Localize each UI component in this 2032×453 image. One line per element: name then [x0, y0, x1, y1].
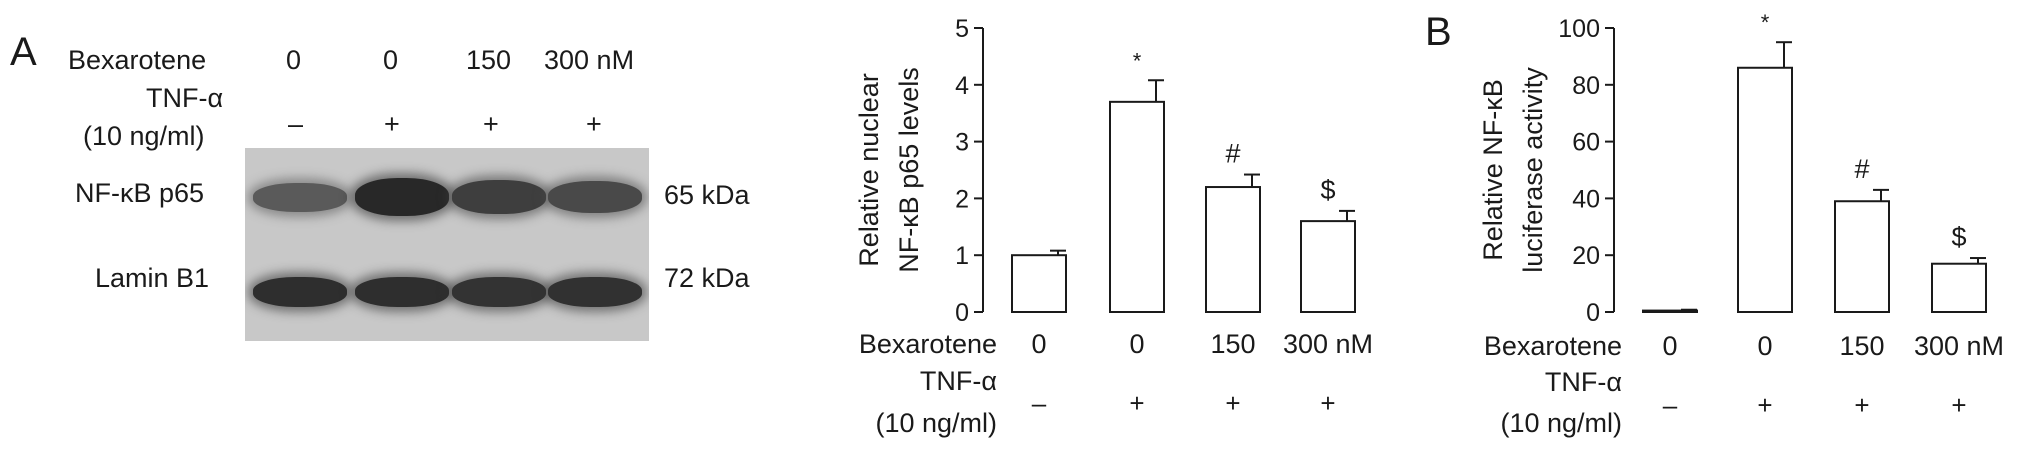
y-tick-label: 20 — [1572, 242, 1600, 270]
blot-tnf-label: TNF-α — [146, 83, 224, 113]
blot-tnf-conc: (10 ng/ml) — [83, 121, 205, 151]
y-tick-label: 1 — [955, 242, 969, 270]
x-sign-label: – — [1032, 388, 1047, 418]
y-tick-label: 4 — [955, 72, 969, 100]
x-category-label: 300 nM — [1283, 329, 1373, 359]
x-sign-label: + — [1757, 390, 1772, 420]
x-category-label: 0 — [1031, 329, 1046, 359]
x-category-label: 300 nM — [1914, 331, 2004, 361]
blot-band — [548, 277, 642, 307]
y-tick-label: 60 — [1572, 129, 1600, 157]
x-row-bexarotene-label: Bexarotene — [859, 329, 997, 359]
bar — [1834, 200, 1890, 314]
x-category-label: 0 — [1129, 329, 1144, 359]
x-sign-label: + — [1320, 388, 1335, 418]
significance-mark: $ — [1320, 175, 1335, 205]
blot-dose-3: 150 — [466, 45, 512, 75]
blot-band — [452, 277, 546, 307]
x-row-tnf-label: TNF-α — [920, 366, 997, 396]
y-tick-label: 80 — [1572, 72, 1600, 100]
blot-row2-label: Lamin B1 — [95, 263, 210, 293]
bar — [1931, 262, 1987, 313]
blot-row1-label: NF-κB p65 — [75, 178, 205, 208]
luciferase-bar-chart: 0 20 40 60 80 100 Relative NF-κB luciferase act… — [1478, 10, 2004, 438]
x-category-label: 0 — [1662, 331, 1677, 361]
blot-image-laminb1 — [245, 243, 649, 341]
x-row-tnf-conc: (10 ng/ml) — [1500, 408, 1622, 438]
blot-band — [355, 178, 449, 216]
panel-a-letter: A — [10, 30, 37, 74]
y-tick-label: 100 — [1558, 15, 1600, 43]
blot-dose-2: 0 — [383, 45, 399, 75]
x-row-tnf-conc: (10 ng/ml) — [875, 408, 997, 438]
x-sign-label: + — [1951, 390, 1966, 420]
blot-sign-1: – — [288, 109, 304, 139]
x-category-label: 150 — [1210, 329, 1255, 359]
x-sign-label: – — [1663, 390, 1678, 420]
x-sign-label: + — [1854, 390, 1869, 420]
blot-row2-size: 72 kDa — [664, 263, 750, 293]
blot-sign-4: + — [586, 109, 602, 139]
y-axis-label-line2: NF-κB p65 levels — [894, 67, 924, 273]
significance-mark: # — [1854, 154, 1869, 184]
x-row-bexarotene-label: Bexarotene — [1484, 331, 1622, 361]
y-axis-label-line1: Relative NF-κB — [1478, 79, 1508, 261]
y-tick-label: 2 — [955, 185, 969, 213]
bar — [1205, 186, 1261, 313]
significance-mark: * — [1133, 48, 1142, 73]
x-category-label: 150 — [1839, 331, 1884, 361]
significance-mark: # — [1225, 139, 1240, 169]
blot-bexarotene-label: Bexarotene — [68, 45, 207, 75]
bar — [1300, 220, 1356, 313]
y-tick-label: 0 — [955, 299, 969, 327]
nuclear-p65-bar-chart: 0 1 2 3 4 5 Relative nuclear NF-κB p65 levels * #… — [854, 15, 1373, 438]
y-tick-label: 40 — [1572, 185, 1600, 213]
x-sign-label: + — [1225, 388, 1240, 418]
blot-band — [253, 277, 347, 307]
y-tick-label: 0 — [1586, 299, 1600, 327]
x-sign-label: + — [1129, 388, 1144, 418]
x-row-tnf-label: TNF-α — [1545, 367, 1622, 397]
significance-mark: * — [1761, 10, 1770, 35]
significance-mark: $ — [1951, 222, 1966, 252]
y-axis-label-line2: luciferase activity — [1518, 67, 1548, 273]
bar — [1737, 66, 1793, 314]
y-tick-label: 3 — [955, 129, 969, 157]
blot-dose-1: 0 — [286, 45, 302, 75]
bar — [1011, 254, 1067, 313]
bar — [1109, 100, 1165, 313]
blot-dose-4: 300 nM — [544, 45, 635, 75]
y-tick-label: 5 — [955, 15, 969, 43]
blot-image-nfkb — [245, 148, 649, 246]
blot-band — [548, 181, 642, 213]
blot-band — [452, 180, 546, 214]
blot-sign-3: + — [483, 109, 499, 139]
panel-b-letter: B — [1425, 10, 1452, 54]
blot-band — [355, 277, 449, 307]
x-category-label: 0 — [1757, 331, 1772, 361]
blot-row1-size: 65 kDa — [664, 180, 750, 210]
blot-band — [253, 182, 347, 212]
y-axis-label-line1: Relative nuclear — [854, 73, 884, 267]
blot-sign-2: + — [384, 109, 400, 139]
bar — [1642, 309, 1698, 313]
